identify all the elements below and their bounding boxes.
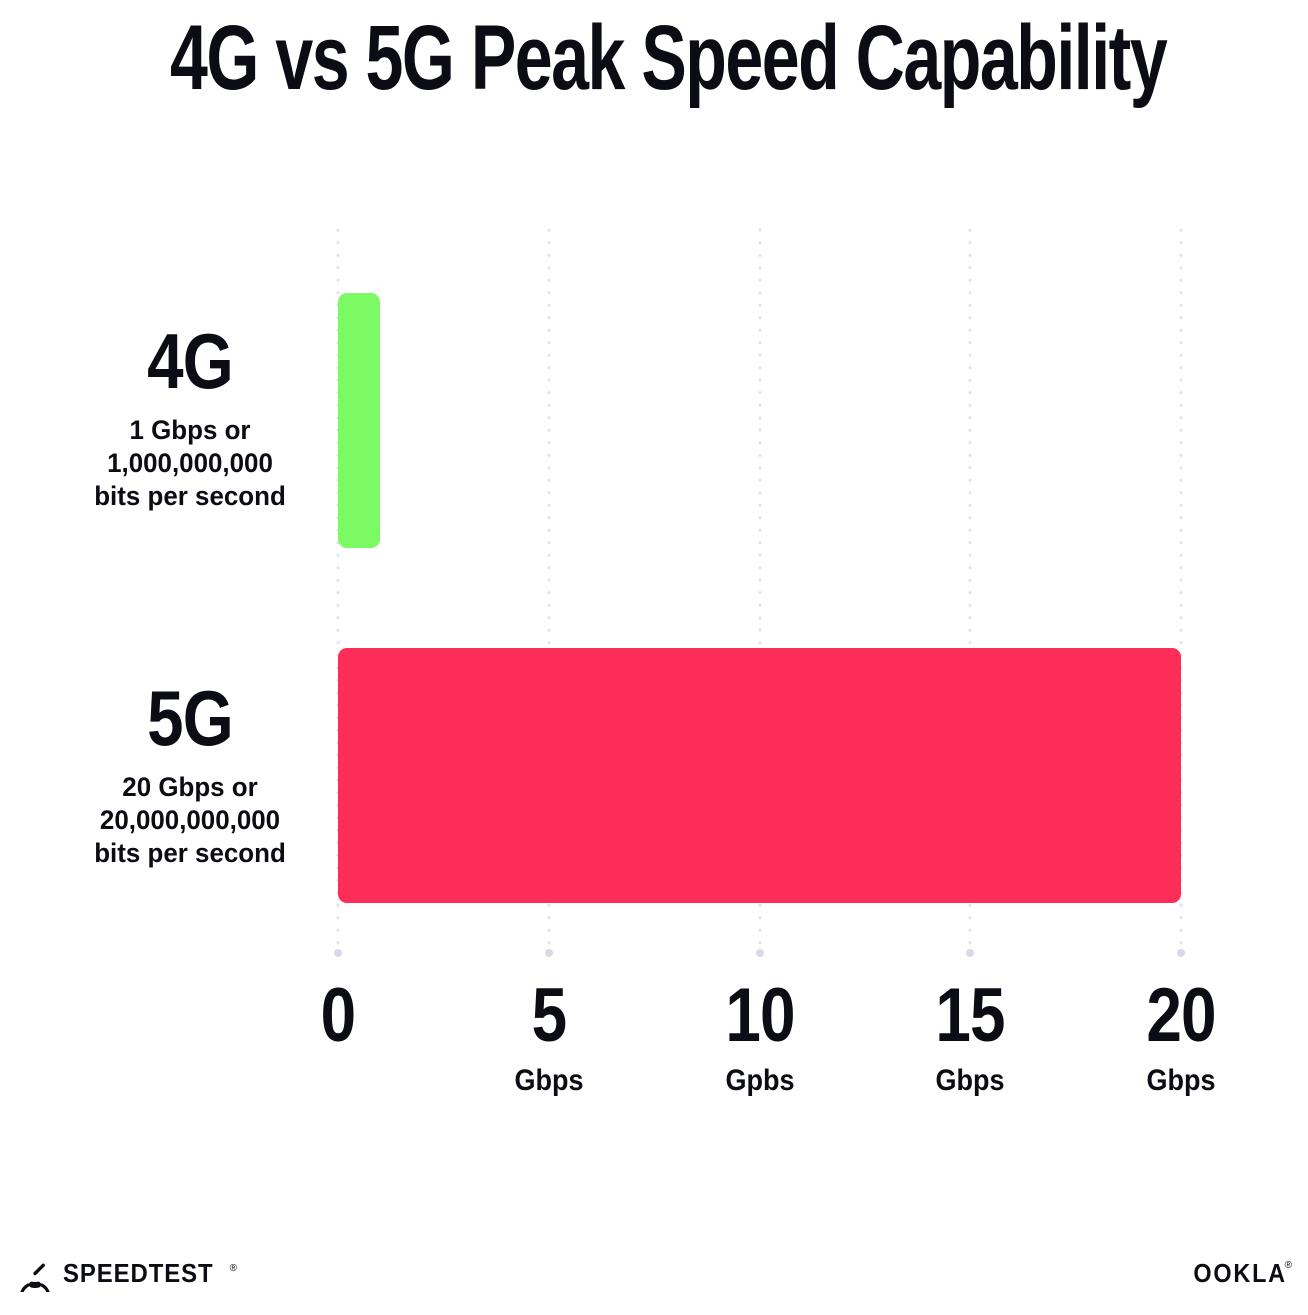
bar-4g [338, 293, 381, 548]
x-tick-unit: Gbps [514, 1064, 584, 1097]
speedometer-gauge-icon [20, 1263, 50, 1292]
sublabel-line: 1,000,000,000 [107, 448, 273, 478]
x-axis: 0 5 Gbps 10 Gpbs 15 Gbps 20 Gbps [321, 978, 1217, 1118]
x-tick-5: 5 Gbps [510, 978, 587, 1098]
x-tick-unit: Gpbs [724, 1064, 795, 1097]
bar-5g [338, 648, 1181, 903]
ookla-logo: OOKLA ® [1183, 1258, 1292, 1289]
gridline-20 [1177, 224, 1185, 957]
gridline-10 [755, 224, 764, 957]
sublabel-line: bits per second [94, 481, 286, 511]
x-tick-value: 5 [531, 973, 567, 1058]
ookla-trademark: ® [1284, 1259, 1292, 1271]
speedtest-trademark: ® [229, 1263, 237, 1274]
row-label-5g: 5G 20 Gbps or 20,000,000,000 bits per secon… [64, 679, 316, 870]
category-label: 4G [147, 317, 234, 405]
x-tick-15: 15 Gbps [929, 978, 1012, 1098]
category-sublabel: 20 Gbps or 20,000,000,000 bits per second [69, 771, 311, 870]
x-tick-value: 15 [935, 973, 1006, 1058]
category-label: 5G [147, 674, 234, 762]
gridline-5 [544, 224, 553, 957]
footer: SPEEDTEST ® OOKLA ® [16, 1247, 1292, 1299]
ookla-logo-text: OOKLA [1193, 1257, 1287, 1288]
x-tick-unit: Gbps [1146, 1064, 1216, 1097]
x-tick-unit: Gbps [935, 1064, 1005, 1097]
x-tick-10: 10 Gpbs [718, 978, 801, 1098]
x-tick-value: 10 [724, 973, 795, 1058]
row-label-4g: 4G 1 Gbps or 1,000,000,000 bits per second [64, 322, 316, 513]
x-tick-0: 0 [317, 978, 358, 1054]
x-tick-value: 0 [320, 973, 357, 1058]
x-tick-value: 20 [1146, 973, 1216, 1058]
gridlines [334, 224, 1185, 957]
gridline-15 [966, 224, 975, 957]
bars [338, 224, 1181, 946]
sublabel-line: 20 Gbps or [122, 772, 258, 802]
speedtest-logo: SPEEDTEST ® [16, 1254, 237, 1292]
sublabel-line: bits per second [94, 838, 286, 868]
speedtest-logo-text: SPEEDTEST [63, 1257, 214, 1288]
x-tick-20: 20 Gbps [1140, 978, 1223, 1098]
plot-area [334, 224, 1185, 957]
category-sublabel: 1 Gbps or 1,000,000,000 bits per second [69, 414, 311, 513]
gridline-0 [334, 224, 342, 957]
chart-title: 4G vs 5G Peak Speed Capability [170, 7, 1168, 109]
sublabel-line: 20,000,000,000 [99, 805, 281, 835]
sublabel-line: 1 Gbps or [129, 415, 251, 445]
